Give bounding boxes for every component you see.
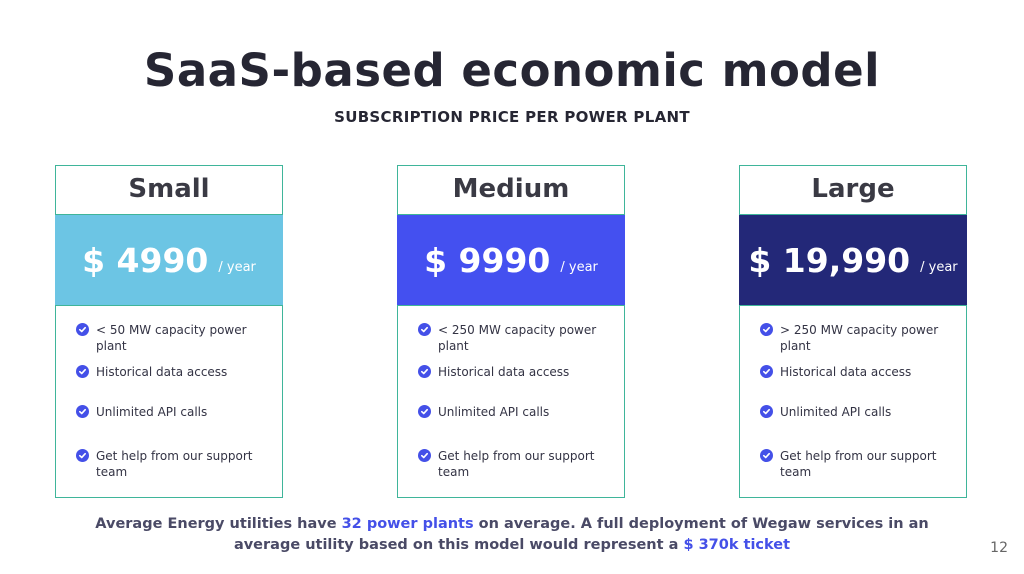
check-circle-icon	[760, 323, 773, 336]
feature-text: Get help from our support team	[96, 449, 253, 479]
pricing-card-medium: Medium $ 9990 / year < 250 MW capacity powe…	[397, 165, 625, 498]
feature-text: > 250 MW capacity power plant	[780, 323, 939, 353]
feature-item: < 50 MW capacity power plant	[76, 322, 272, 354]
check-circle-icon	[76, 405, 89, 418]
price-band: $ 4990 / year	[55, 214, 283, 306]
feature-text: Historical data access	[780, 365, 912, 379]
feature-item: > 250 MW capacity power plant	[760, 322, 956, 354]
pricing-card-small: Small $ 4990 / year < 50 MW capacity power …	[55, 165, 283, 498]
feature-item: Get help from our support team	[760, 448, 956, 480]
feature-item: Historical data access	[418, 364, 614, 380]
feature-item: Unlimited API calls	[76, 404, 272, 420]
price-band: $ 19,990 / year	[739, 214, 967, 306]
footer-highlight-plants: 32 power plants	[341, 516, 474, 532]
check-circle-icon	[76, 365, 89, 378]
feature-item: Historical data access	[76, 364, 272, 380]
plan-period: / year	[560, 259, 598, 275]
check-circle-icon	[760, 405, 773, 418]
check-circle-icon	[418, 323, 431, 336]
check-circle-icon	[760, 449, 773, 462]
feature-text: Historical data access	[96, 365, 228, 379]
feature-item: Get help from our support team	[76, 448, 272, 480]
plan-name: Medium	[452, 174, 570, 204]
check-circle-icon	[760, 365, 773, 378]
feature-text: Unlimited API calls	[438, 405, 550, 419]
check-circle-icon	[76, 449, 89, 462]
feature-item: Historical data access	[760, 364, 956, 380]
feature-item: Get help from our support team	[418, 448, 614, 480]
page-number: 12	[990, 540, 1008, 556]
footer-note: Average Energy utilities have 32 power p…	[60, 514, 964, 556]
check-circle-icon	[418, 405, 431, 418]
footer-text-1: Average Energy utilities have	[95, 516, 342, 532]
feature-text: < 50 MW capacity power plant	[96, 323, 247, 353]
slide-title: SaaS-based economic model	[143, 44, 881, 97]
feature-item: Unlimited API calls	[418, 404, 614, 420]
feature-item: Unlimited API calls	[760, 404, 956, 420]
plan-period: / year	[920, 259, 958, 275]
pricing-card-large: Large $ 19,990 / year > 250 MW capacity pow…	[739, 165, 967, 498]
price-band: $ 9990 / year	[397, 214, 625, 306]
check-circle-icon	[76, 323, 89, 336]
feature-text: Get help from our support team	[780, 449, 937, 479]
plan-name: Large	[811, 174, 895, 204]
feature-text: Get help from our support team	[438, 449, 595, 479]
feature-text: Unlimited API calls	[96, 405, 208, 419]
feature-item: < 250 MW capacity power plant	[418, 322, 614, 354]
feature-text: Historical data access	[438, 365, 570, 379]
plan-price: $ 19,990	[748, 240, 911, 280]
plan-name: Small	[128, 174, 210, 204]
plan-period: / year	[218, 259, 256, 275]
footer-highlight-ticket: $ 370k ticket	[683, 537, 791, 553]
check-circle-icon	[418, 449, 431, 462]
feature-text: Unlimited API calls	[780, 405, 892, 419]
feature-text: < 250 MW capacity power plant	[438, 323, 597, 353]
slide-subtitle: SUBSCRIPTION PRICE PER POWER PLANT	[334, 108, 690, 126]
footer-text-2: on average. A full deployment of Wegaw s…	[233, 516, 929, 553]
plan-price: $ 4990	[82, 240, 209, 280]
check-circle-icon	[418, 365, 431, 378]
plan-price: $ 9990	[424, 240, 551, 280]
